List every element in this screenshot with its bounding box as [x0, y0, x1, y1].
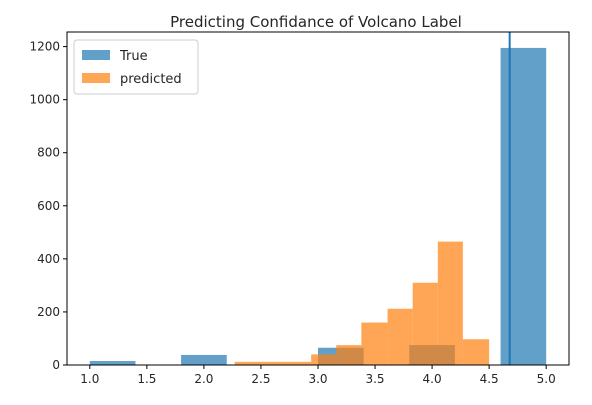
bar-true-1	[181, 355, 227, 365]
legend: True predicted	[74, 40, 198, 94]
x-tick-label: 4.5	[480, 372, 499, 386]
y-tick-label: 600	[37, 199, 60, 213]
y-axis: 0 200 400 600 800 1000 1200	[29, 40, 67, 372]
bar-predicted-4	[336, 345, 361, 365]
y-tick-label: 1000	[29, 93, 60, 107]
x-tick-label: 4.0	[423, 372, 442, 386]
bar-true-4	[501, 48, 547, 365]
legend-swatch-predicted	[82, 73, 110, 83]
y-tick-label: 200	[37, 305, 60, 319]
chart-title: Predicting Confidance of Volcano Label	[170, 13, 462, 31]
y-tick-label: 0	[52, 358, 60, 372]
y-tick-label: 1200	[29, 40, 60, 54]
x-tick-label: 1.0	[80, 372, 99, 386]
x-tick-label: 2.0	[194, 372, 213, 386]
y-tick-label: 400	[37, 252, 60, 266]
bar-predicted-8	[438, 242, 463, 365]
bar-predicted-3	[311, 354, 336, 365]
bar-true-0	[90, 361, 136, 365]
bar-predicted-5	[361, 323, 387, 365]
legend-label-predicted: predicted	[120, 72, 182, 87]
legend-swatch-true	[82, 50, 110, 60]
bar-predicted-7	[413, 283, 438, 365]
bar-predicted-9	[463, 339, 489, 365]
bars-group	[90, 48, 546, 365]
x-tick-label: 5.0	[537, 372, 556, 386]
x-tick-label: 3.0	[308, 372, 327, 386]
x-axis: 1.0 1.5 2.0 2.5 3.0 3.5 4.0 4.5 5.0	[80, 365, 555, 386]
x-tick-label: 2.5	[251, 372, 270, 386]
y-tick-label: 800	[37, 146, 60, 160]
legend-label-true: True	[119, 49, 148, 64]
bar-predicted-6	[388, 309, 413, 365]
x-tick-label: 1.5	[137, 372, 156, 386]
x-tick-label: 3.5	[365, 372, 384, 386]
